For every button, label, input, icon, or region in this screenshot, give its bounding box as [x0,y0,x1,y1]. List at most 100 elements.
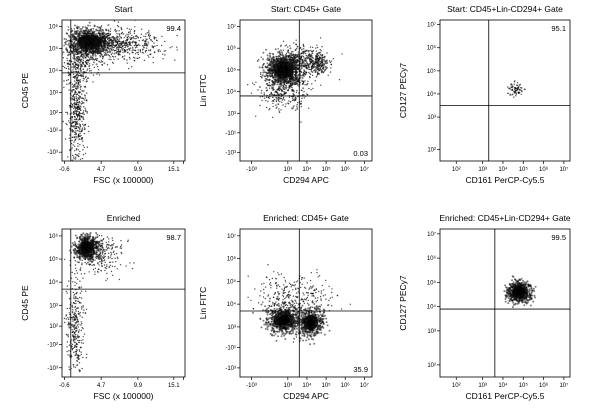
y-tick-label: 10⁷ [227,24,236,31]
y-axis-label: CD45 PE [20,72,30,108]
y-tick-label: 10³ [227,325,236,331]
y-tick-label: 10⁴ [49,68,59,75]
x-tick-label: 15.1 [168,167,180,173]
plot-frame [239,228,373,378]
x-tick-label: 9.9 [134,383,143,389]
y-tick-label: -10³ [225,150,236,156]
panel-title: Start: CD45+ Gate [271,4,341,14]
y-tick-label: 10⁵ [427,279,437,286]
plot-frame [61,19,186,162]
y-tick-label: -10¹ [225,345,236,351]
x-axis-label: FSC (x 100000) [94,175,154,185]
y-tick-label: 10⁶ [227,45,237,52]
plot-frame [239,19,373,162]
x-tick-label: 10⁵ [322,166,332,173]
y-tick-label: 10³ [227,111,236,117]
y-tick-label: -10² [47,128,58,134]
y-tick-label: 10⁶ [427,45,437,52]
event-points [507,80,526,98]
x-tick-label: 4.7 [97,383,106,389]
panel-5: Enriched: CD45+ Gate 35.9 -10³ 10³ 10⁴ 10⁵ 10⁶… [198,213,373,401]
x-axis-label: CD294 APC [283,391,329,401]
x-tick-label: 15.1 [168,383,180,389]
plot-frame [439,228,571,378]
y-tick-label: -10³ [47,366,58,372]
population-2 [291,298,331,346]
y-tick-label: 10⁴ [427,91,437,98]
y-tick-label: 10⁴ [427,304,437,311]
y-tick-label: -10¹ [225,131,236,137]
y-axis-label: CD45 PE [20,285,30,321]
x-tick-label: 10⁴ [498,382,508,389]
x-tick-label: 10⁷ [559,166,568,173]
x-axis-label: CD161 PerCP-Cy5.5 [466,391,545,401]
panel-title: Start: CD45+Lin-CD294+ Gate [447,4,563,14]
x-tick-label: 10³ [478,167,487,173]
y-tick-label: 10⁶ [49,233,59,240]
quadrant-percent: 35.9 [353,365,368,374]
y-tick-label: 10⁶ [227,256,237,263]
y-tick-label: -10³ [225,366,236,372]
population-1 [507,80,526,98]
y-axis-label: Lin FITC [198,287,208,320]
y-tick-label: 10⁵ [227,278,237,285]
x-tick-label: 10⁷ [559,382,568,389]
panel-3: Start: CD45+Lin-CD294+ Gate 95.1 10² 10³ 10⁴… [398,4,571,185]
x-tick-label: 10⁶ [539,166,549,173]
x-tick-label: 4.7 [97,167,106,173]
y-tick-label: 10² [427,147,436,153]
y-tick-label: 10⁶ [427,255,437,262]
y-tick-label: 10⁴ [49,279,59,286]
y-axis-label: CD127 PECy7 [398,63,408,119]
x-tick-label: 10² [452,383,461,389]
quadrant-percent: 99.4 [166,24,181,33]
x-tick-label: 10⁴ [302,382,312,389]
y-tick-label: 10⁷ [227,233,236,240]
panel-2: Start: CD45+ Gate 0.03 -10³ 10³ 10⁴ 10⁵ 10⁶ 10⁷… [198,4,373,185]
event-points [63,231,135,373]
x-tick-label: 10³ [478,383,487,389]
y-tick-label: 10⁵ [227,67,237,74]
x-axis-label: CD294 APC [283,175,329,185]
x-tick-label: -10³ [246,167,257,173]
quadrant-percent: 99.5 [551,233,566,242]
quadrant-percent: 0.03 [353,149,368,158]
x-axis-label: FSC (x 100000) [94,391,154,401]
x-tick-label: 9.9 [134,167,143,173]
y-tick-label: -10² [47,343,58,349]
plot-frame [61,228,186,378]
panel-title: Start [115,4,134,14]
y-tick-label: 10⁵ [49,46,59,53]
y-tick-label: 10⁵ [427,68,437,75]
population-4 [62,42,90,161]
quadrant-percent: 98.7 [166,233,181,242]
x-tick-label: 10⁶ [539,382,549,389]
x-tick-label: -10³ [246,383,257,389]
panel-title: Enriched [107,213,141,223]
population-3 [247,264,351,343]
population-1 [503,275,537,309]
x-tick-label: 10⁶ [341,382,351,389]
panel-4: Enriched 98.7 -0.6 4.7 9.9 15.1 -10³ -10² 10² 10³… [20,213,186,401]
panel-title: Enriched: CD45+Lin-CD294+ Gate [439,213,571,223]
y-tick-label: 10⁷ [427,231,436,238]
y-axis-label: Lin FITC [198,74,208,107]
y-tick-label: 10⁷ [427,22,436,29]
panel-6: Enriched: CD45+Lin-CD294+ Gate 99.5 10² 10³… [398,213,571,401]
x-tick-label: 10³ [283,167,292,173]
y-tick-label: 10² [49,324,58,330]
panel-1: Start 99.4 -0.6 4.7 9.9 15.1 -10³ -10² 10² 10³ 10⁴… [20,4,186,185]
event-points [503,275,537,309]
x-tick-label: 10⁵ [322,382,332,389]
event-points [247,37,343,123]
x-tick-label: 10⁴ [498,166,508,173]
y-tick-label: 10² [427,363,436,369]
x-tick-label: 10⁷ [360,382,369,389]
y-tick-label: 10³ [427,329,436,335]
y-tick-label: 10³ [427,115,436,121]
population-2 [64,234,135,282]
y-tick-label: 10⁴ [227,301,237,308]
y-tick-label: 10⁶ [49,24,59,31]
x-tick-label: 10⁴ [302,166,312,173]
